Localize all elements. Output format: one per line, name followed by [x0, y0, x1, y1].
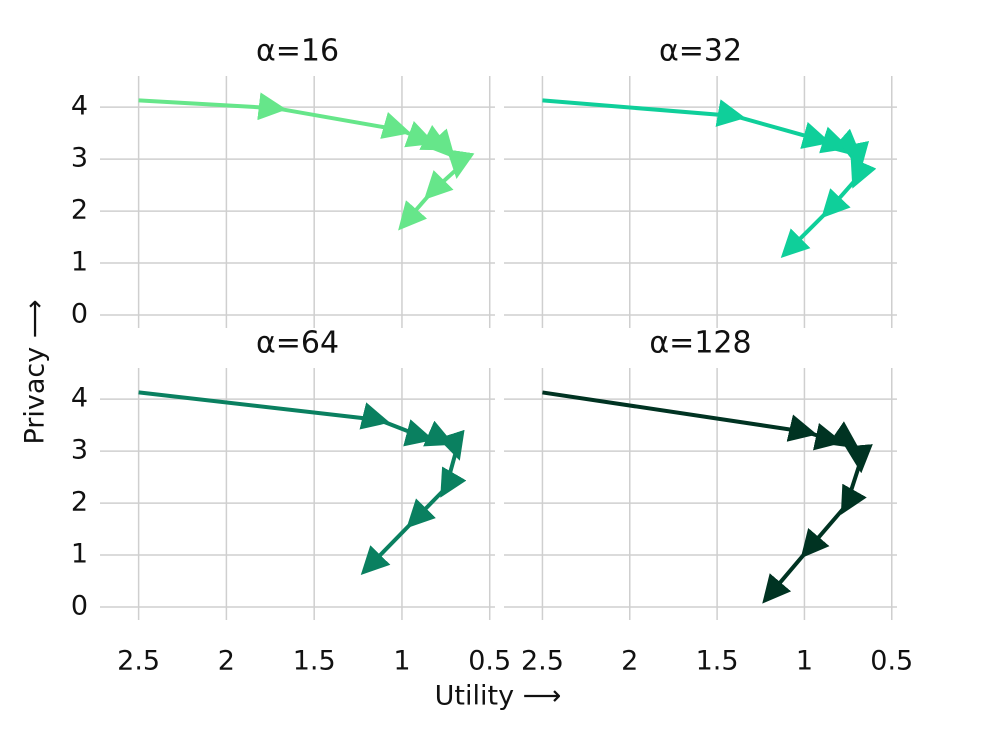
x-axis-label: Utility ⟶ — [435, 681, 562, 712]
y-tick-label: 4 — [71, 91, 88, 122]
y-tick-label: 0 — [71, 591, 88, 622]
x-tick-label: 1.5 — [293, 646, 336, 677]
x-tick-label: 1 — [796, 646, 813, 677]
x-tick-label: 0.5 — [870, 646, 913, 677]
x-tick-label: 1.5 — [696, 646, 739, 677]
y-tick-label: 1 — [71, 247, 88, 278]
y-tick-label: 2 — [71, 195, 88, 226]
x-tick-label: 2.5 — [521, 646, 564, 677]
x-tick-label: 1 — [393, 646, 410, 677]
x-tick-label: 0.5 — [468, 646, 511, 677]
y-tick-label: 2 — [71, 487, 88, 518]
x-tick-label: 2 — [621, 646, 638, 677]
x-tick-label: 2 — [218, 646, 235, 677]
y-tick-label: 3 — [71, 435, 88, 466]
panel-title: α=64 — [256, 326, 339, 361]
y-tick-label: 1 — [71, 539, 88, 570]
trajectory — [138, 92, 475, 231]
panel-title: α=128 — [649, 326, 751, 361]
trajectory — [138, 390, 467, 576]
panel-title: α=16 — [256, 34, 339, 69]
x-tick-label: 2.5 — [117, 646, 160, 677]
trajectory — [542, 98, 877, 258]
y-tick-label: 3 — [71, 143, 88, 174]
y-tick-label: 0 — [71, 299, 88, 330]
y-tick-label: 4 — [71, 383, 88, 414]
trajectory — [542, 390, 873, 604]
panel-title: α=32 — [659, 34, 742, 69]
y-axis-label: Privacy ⟶ — [20, 299, 51, 444]
